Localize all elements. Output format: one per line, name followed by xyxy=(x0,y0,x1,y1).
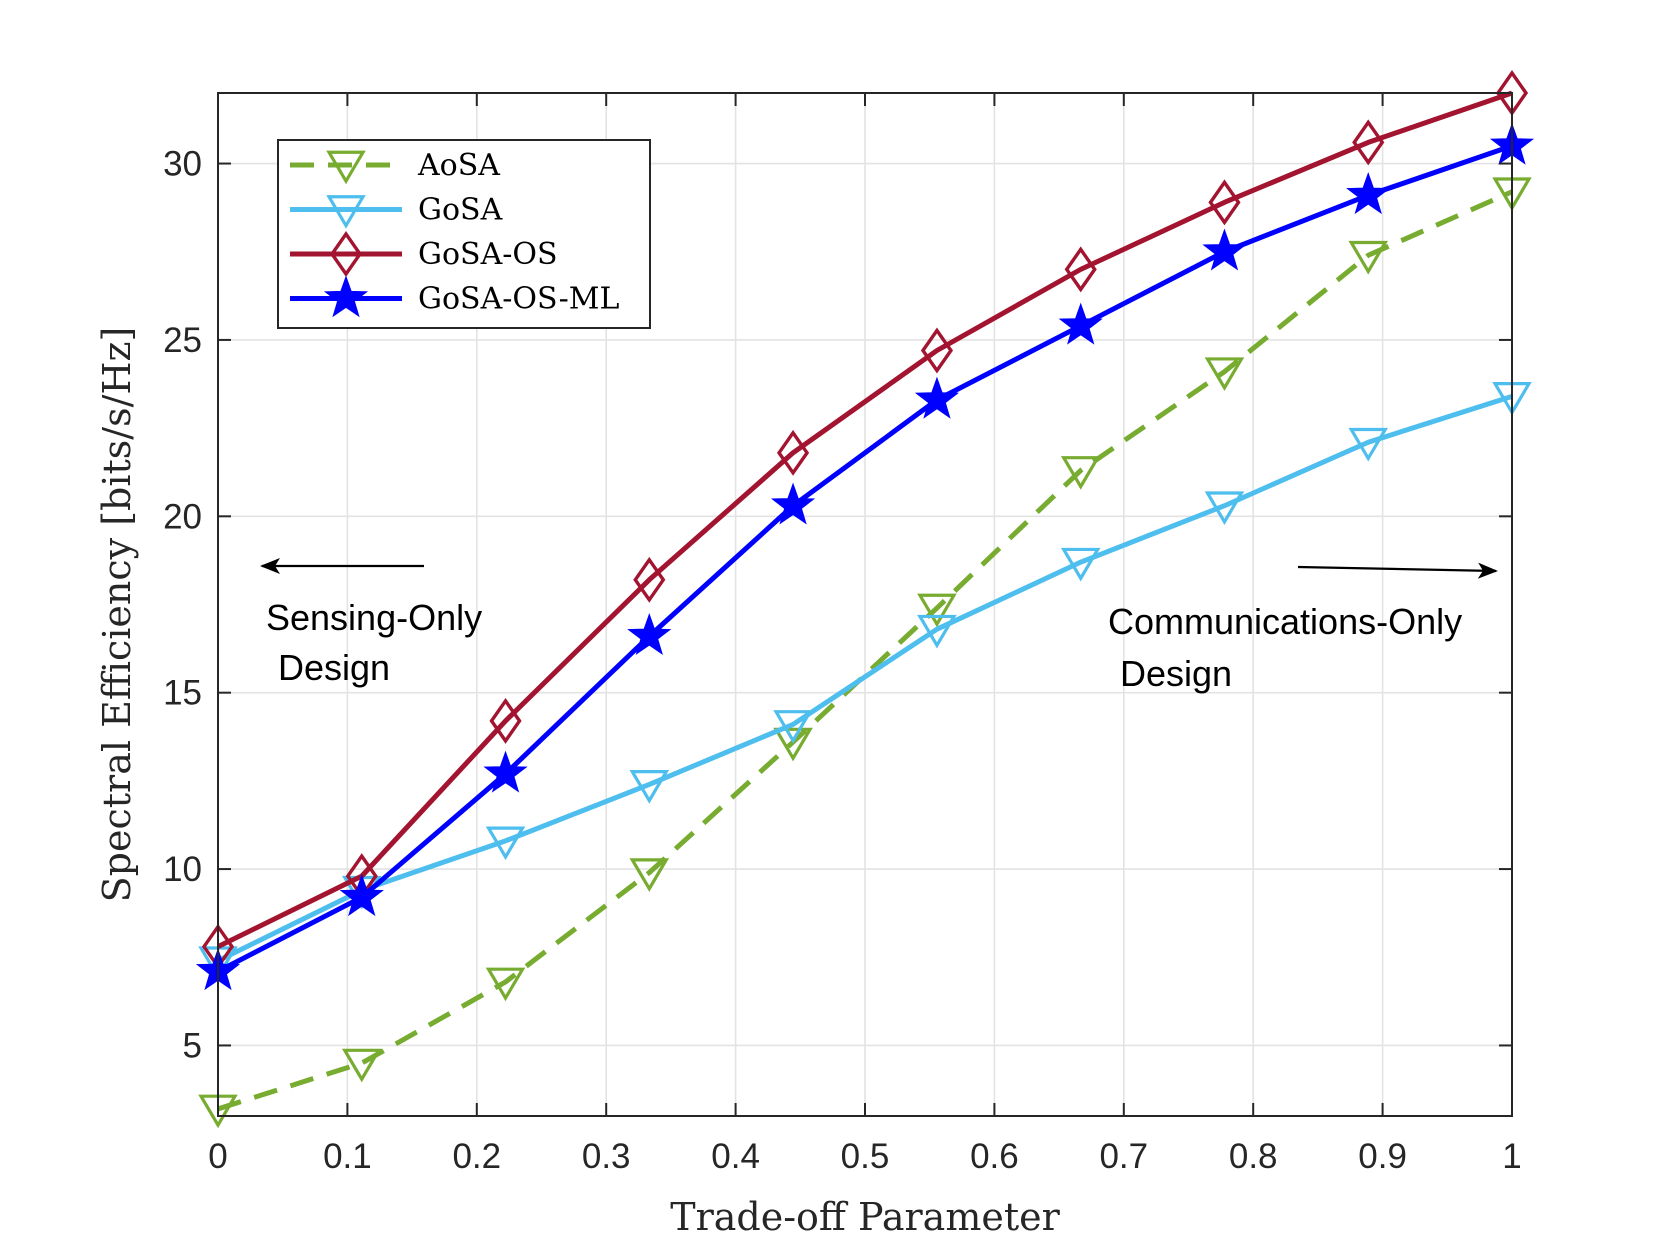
y-tick-label: 20 xyxy=(163,497,202,536)
series-layer xyxy=(195,70,1535,1129)
data-point-gosa xyxy=(1348,427,1389,462)
data-point-gosa-os xyxy=(1208,179,1241,226)
legend-entry-gosa-os: GoSA-OS xyxy=(290,231,558,277)
annotations: Sensing-Only Design Communications-Only Des… xyxy=(260,558,1498,694)
series-line-aosa xyxy=(217,189,1514,1112)
y-tick-label: 25 xyxy=(163,321,202,360)
legend-swatch-marker xyxy=(326,150,366,185)
legend-label: GoSA-OS xyxy=(418,237,558,272)
x-tick-label: 1 xyxy=(1502,1137,1521,1176)
y-tick-label: 5 xyxy=(183,1026,202,1065)
data-point-gosa-os xyxy=(776,429,810,476)
data-point-gosa-os-ml xyxy=(1202,228,1247,271)
data-point-gosa-os xyxy=(1064,246,1097,293)
annotation-line: Design xyxy=(1120,653,1232,694)
legend-swatch-marker xyxy=(329,231,363,277)
data-point-gosa-os-ml xyxy=(339,874,384,917)
axes-frame xyxy=(217,92,1513,1117)
data-point-gosa-os xyxy=(1352,119,1385,166)
data-point-aosa xyxy=(773,727,813,762)
data-point-gosa xyxy=(1060,547,1101,582)
annotation-line: Sensing-Only xyxy=(266,597,482,638)
x-tick-label: 0.2 xyxy=(452,1137,501,1176)
annotation-line: Design xyxy=(278,647,390,688)
legend-entry-gosa-os-ml: GoSA-OS-ML xyxy=(290,275,619,318)
data-point-aosa xyxy=(629,858,670,892)
y-tick-label: 30 xyxy=(163,145,202,184)
annotation-right: Communications-Only Design xyxy=(1108,562,1498,694)
series-gosa-os xyxy=(201,70,1529,970)
x-tick-label: 0.5 xyxy=(841,1137,890,1176)
data-point-gosa xyxy=(485,826,526,861)
x-axis-title: Trade-off Parameter xyxy=(670,1195,1060,1239)
data-point-aosa xyxy=(1060,456,1101,490)
series-gosa-os-ml xyxy=(195,122,1535,991)
data-point-gosa-os-ml xyxy=(914,376,960,419)
data-point-aosa xyxy=(917,593,957,628)
legend-label: AoSA xyxy=(417,148,500,183)
series-line-gosa xyxy=(216,393,1513,964)
series-line-gosa-os xyxy=(216,90,1513,949)
data-point-gosa xyxy=(917,614,957,649)
data-point-gosa-os-ml xyxy=(627,613,672,656)
data-point-gosa-os-ml xyxy=(483,750,528,793)
x-tick-label: 0.8 xyxy=(1229,1137,1278,1176)
arrow-right xyxy=(1297,562,1498,579)
x-tick-label: 0.6 xyxy=(970,1137,1019,1176)
x-tick-label: 0.3 xyxy=(582,1137,631,1176)
legend-entry-gosa: GoSA xyxy=(290,193,503,229)
series-line-gosa-os-ml xyxy=(216,143,1513,974)
annotation-line: Communications-Only xyxy=(1108,601,1462,642)
x-tick-label: 0.1 xyxy=(323,1137,372,1176)
x-tick-label: 0 xyxy=(208,1137,227,1176)
legend-label: GoSA xyxy=(418,193,503,228)
y-tick-label: 15 xyxy=(163,674,202,713)
y-tick-label: 10 xyxy=(163,850,202,889)
data-point-gosa xyxy=(1204,491,1245,526)
legend-swatch-marker xyxy=(326,195,366,229)
legend: AoSA GoSA GoSA-OS GoSA-OS-ML xyxy=(277,139,651,329)
legend-entry-aosa: AoSA xyxy=(290,148,500,185)
series-gosa xyxy=(198,382,1532,981)
x-tick-label: 0.4 xyxy=(711,1137,760,1176)
legend-swatch-marker xyxy=(323,275,369,318)
data-point-aosa xyxy=(341,1048,382,1083)
data-point-gosa-os xyxy=(920,327,954,374)
x-tick-label: 0.7 xyxy=(1099,1137,1148,1176)
data-point-aosa xyxy=(1348,240,1389,275)
series-aosa xyxy=(198,177,1532,1129)
data-point-gosa-os-ml xyxy=(770,482,816,525)
data-point-aosa xyxy=(485,967,526,1002)
data-point-gosa-os xyxy=(633,556,666,603)
data-point-gosa-os-ml xyxy=(1346,172,1391,215)
data-point-aosa xyxy=(1204,357,1245,391)
data-point-gosa xyxy=(773,710,813,744)
data-point-gosa xyxy=(629,770,670,804)
legend-label: GoSA-OS-ML xyxy=(418,282,619,317)
annotation-left: Sensing-Only Design xyxy=(260,558,482,688)
data-point-gosa-os xyxy=(489,697,522,744)
data-point-gosa-os-ml xyxy=(1058,302,1103,345)
y-axis-title: Spectral Efficiency [bits/s/Hz] xyxy=(95,327,139,903)
x-tick-label: 0.9 xyxy=(1358,1137,1407,1176)
